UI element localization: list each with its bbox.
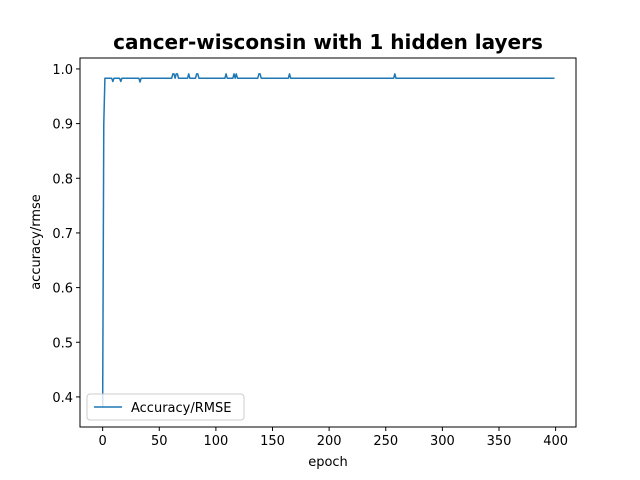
plot-frame [79,57,577,428]
x-tick-label: 200 [317,434,342,449]
x-axis: 0 50 100 150 200 250 300 350 400 [99,427,568,449]
y-tick-label: 0.5 [52,336,73,351]
x-tick-label: 350 [487,434,512,449]
x-tick-label: 250 [373,434,398,449]
x-tick-label: 300 [430,434,455,449]
y-tick-label: 1.0 [52,63,73,78]
x-tick-label: 100 [203,434,228,449]
y-tick-label: 0.9 [52,118,73,133]
x-tick-label: 0 [99,434,107,449]
plot-area [101,73,555,408]
legend: Accuracy/RMSE [86,393,245,421]
x-tick-label: 400 [543,434,568,449]
legend-label: Accuracy/RMSE [131,401,231,416]
y-tick-label: 0.4 [52,391,73,406]
chart-title: cancer-wisconsin with 1 hidden layers [113,30,543,54]
y-tick-label: 0.6 [52,282,73,297]
series-line-accuracy-rmse [101,73,555,408]
y-axis: 0.4 0.5 0.6 0.7 0.8 0.9 1.0 [52,63,80,406]
legend-box [86,393,245,421]
x-tick-label: 150 [260,434,285,449]
y-tick-label: 0.7 [52,227,73,242]
y-axis-label: accuracy/rmse [29,194,44,290]
y-tick-label: 0.8 [52,172,73,187]
x-tick-label: 50 [151,434,168,449]
x-axis-label: epoch [308,455,348,470]
